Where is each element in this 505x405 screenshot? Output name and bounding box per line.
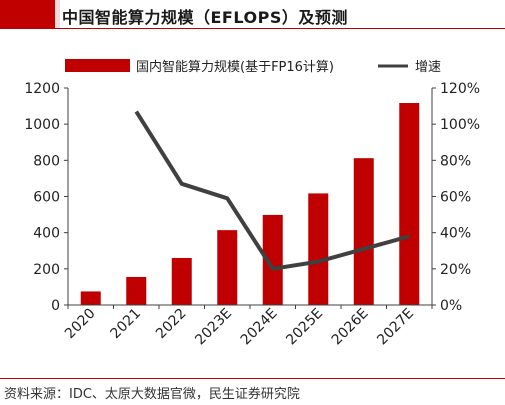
line-series [134,110,410,271]
right-tick-label: 20% [440,262,471,278]
bar-2020 [80,291,101,305]
bar-2025E [308,193,329,305]
left-tick-label: 600 [33,190,60,206]
x-tick-label: 2021 [108,306,145,343]
x-tick-label: 2023E [192,306,235,349]
bar-2026E [353,158,374,305]
right-tick-label: 0% [440,298,462,314]
x-tick-label: 2026E [329,306,372,349]
left-tick-label: 400 [33,226,60,242]
left-tick-label: 800 [33,153,60,169]
bar-series [80,103,420,306]
legend-bar-label: 国内智能算力规模(基于FP16计算) [136,59,334,75]
x-tick-label: 2020 [62,306,99,343]
left-tick-label: 1000 [24,117,60,133]
right-tick-label: 40% [440,226,471,242]
bar-2022 [171,257,192,305]
x-tick-label: 2024E [238,306,281,349]
left-tick-label: 200 [33,262,60,278]
x-tick-label: 2025E [283,306,326,349]
right-tick-label: 120% [440,81,480,97]
legend: 国内智能算力规模(基于FP16计算) 增速 [65,59,441,75]
bar-2021 [126,276,147,305]
right-tick-label: 60% [440,190,471,206]
bar-2027E [399,103,420,306]
chart-title: 中国智能算力规模（EFLOPS）及预测 [62,8,348,27]
right-tick-label: 80% [440,153,471,169]
right-tick-label: 100% [440,117,480,133]
legend-bar-swatch [65,59,130,72]
x-tick-label: 2022 [153,306,190,343]
bar-2024E [262,214,283,305]
title-accent-bar [0,0,55,28]
x-tick-label: 2027E [374,306,417,349]
source-note: 资料来源：IDC、太原大数据官微，民生证券研究院 [4,387,300,402]
title-accent-bar-light [55,0,60,28]
left-tick-label: 0 [51,298,60,314]
chart-area: 国内智能算力规模(基于FP16计算) 增速 0 0% 200 20% 400 40% 600… [24,59,480,349]
title-divider [0,28,505,29]
source-divider [0,378,505,379]
bar-2023E [217,230,238,305]
left-tick-label: 1200 [24,81,60,97]
legend-line-label: 增速 [415,60,441,75]
